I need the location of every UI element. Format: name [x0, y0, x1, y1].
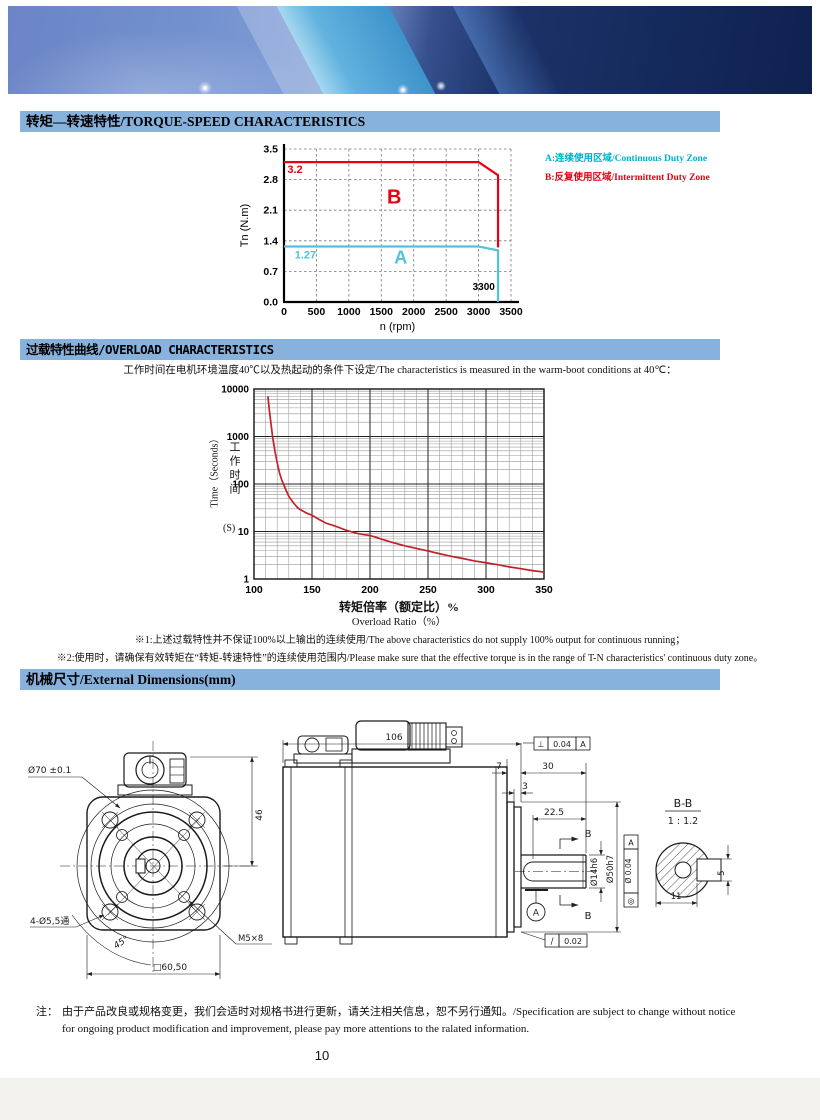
svg-text:1000: 1000	[337, 306, 361, 318]
svg-text:0.7: 0.7	[263, 266, 278, 278]
svg-text:0.0: 0.0	[263, 297, 278, 309]
dim-side-7: 7	[496, 762, 502, 772]
legend-intermittent-duty: B:反复使用区域/Intermittent Duty Zone	[545, 172, 710, 183]
gdt-perp-datum: A	[580, 740, 586, 749]
section-title-overload: 过载特性曲线/OVERLOAD CHARACTERISTICS	[20, 339, 720, 360]
svg-text:2000: 2000	[402, 306, 426, 318]
gdt-conc-symbol: ◎	[628, 897, 635, 906]
svg-text:150: 150	[303, 584, 321, 596]
dim-shaft-dia: Ø14h6	[589, 858, 600, 886]
svg-text:1500: 1500	[370, 306, 394, 318]
overload-chart-area: 1 10 100 1000 10000 100 150 200 250 300 350 Time（S…	[190, 381, 570, 631]
svg-text:10000: 10000	[221, 385, 249, 396]
gdt-runout-symbol: /	[551, 937, 554, 947]
overload-subtitle: 工作时间在电机环境温度40℃以及热起动的条件下设定/The characteri…	[123, 365, 677, 376]
dim-key-width: 5	[717, 870, 727, 875]
dim-front-tap: M5×8	[238, 934, 263, 944]
dim-front-square: □60,50	[153, 963, 188, 973]
gdt-perp-symbol: ⊥	[538, 740, 545, 749]
overload-chart: 1 10 100 1000 10000 100 150 200 250 300 350	[221, 385, 553, 597]
svg-text:1000: 1000	[227, 432, 250, 443]
svg-text:300: 300	[477, 584, 495, 596]
gdt-conc-datum: A	[628, 839, 634, 848]
overload-ylabel-unit: (S)	[223, 523, 236, 534]
dim-pilot-dia: Ø50h7	[605, 855, 616, 883]
svg-text:3500: 3500	[499, 306, 523, 318]
svg-text:2.8: 2.8	[263, 174, 278, 186]
dim-front-pilot: Ø70 ±0.1	[28, 765, 71, 776]
svg-text:2500: 2500	[434, 306, 458, 318]
svg-text:500: 500	[308, 306, 326, 318]
side-view: 106 ⊥ 0.04 A 7 30	[282, 720, 639, 948]
dim-front-height: 46	[255, 809, 265, 821]
footer-note-label: 注：	[36, 1006, 58, 1018]
legend-continuous-duty: A:连续使用区域/Continuous Duty Zone	[545, 154, 708, 164]
svg-text:250: 250	[419, 584, 437, 596]
bottom-gray-strip	[0, 1078, 820, 1120]
dim-key-depth: 11	[671, 892, 682, 902]
section-view-bb: B-B 1 : 1.2 5 11	[655, 797, 732, 907]
dim-side-key-length: 22.5	[544, 808, 564, 818]
footer-note-line1: 由于产品改良或规格变更，我们会适时对规格书进行更新，请关注相关信息，恕不另行通知…	[62, 1006, 736, 1018]
svg-text:3.2: 3.2	[287, 164, 302, 176]
section-bb-title: B-B	[674, 797, 693, 810]
overload-ylabel-zh: 工作时间	[228, 441, 240, 497]
svg-text:3.5: 3.5	[263, 144, 278, 156]
svg-text:1: 1	[243, 575, 249, 586]
dim-front-holes: 4-Ø5,5通	[30, 916, 69, 927]
footer-note: 注： 由于产品改良或规格变更，我们会适时对规格书进行更新，请关注相关信息，恕不另…	[36, 1004, 792, 1038]
dim-side-length: 106	[385, 733, 402, 743]
section-mark-b-bottom: B	[585, 911, 592, 922]
svg-text:10: 10	[238, 527, 250, 538]
svg-text:1.4: 1.4	[263, 235, 278, 247]
front-view: Ø70 ±0.1 46 4-Ø5,5通 45° M5×8	[28, 741, 272, 979]
svg-text:2.1: 2.1	[263, 205, 278, 217]
banner-glow-dots	[8, 6, 812, 94]
section-bb-scale: 1 : 1.2	[668, 816, 698, 827]
dim-side-30: 30	[542, 762, 554, 772]
dim-front-angle: 45°	[112, 934, 131, 951]
svg-text:3300: 3300	[473, 282, 496, 293]
svg-text:Tn (N.m): Tn (N.m)	[239, 204, 251, 247]
svg-text:100: 100	[232, 480, 249, 491]
torque-speed-chart: 0.0 0.7 1.4 2.1 2.8 3.5 0 500 1000 1500 2000 2500 30…	[239, 144, 523, 334]
svg-text:A: A	[394, 248, 407, 268]
overload-note-1: ※1:上述过载特性并不保证100%以上输出的连续使用/The above cha…	[134, 635, 686, 646]
svg-text:1.27: 1.27	[295, 249, 316, 261]
header-banner	[8, 6, 812, 94]
gdt-conc-tol: Ø 0.04	[624, 858, 633, 883]
torque-speed-legend: A:连续使用区域/Continuous Duty Zone B:反复使用区域/I…	[545, 154, 710, 192]
section-title-torque-speed: 转矩—转速特性/TORQUE-SPEED CHARACTERISTICS	[20, 111, 720, 132]
overload-xlabel-zh: 转矩倍率（额定比）%	[338, 600, 459, 614]
overload-ylabel-en: Time（Seconds）	[209, 433, 221, 508]
overload-xlabel-en: Overload Ratio（%）	[351, 617, 447, 628]
overload-note-2: ※2:使用时，请确保有效转矩在“转矩-转速特性”的连续使用范围内/Please …	[56, 653, 764, 664]
svg-text:100: 100	[245, 584, 263, 596]
dim-side-3: 3	[522, 782, 528, 792]
svg-text:B: B	[387, 187, 401, 209]
svg-text:0: 0	[281, 306, 287, 318]
gdt-perp-tol: 0.04	[553, 740, 571, 749]
gdt-runout-tol: 0.02	[564, 937, 582, 946]
external-dimensions-drawing: Ø70 ±0.1 46 4-Ø5,5通 45° M5×8	[28, 720, 732, 979]
datum-a-label: A	[533, 909, 540, 919]
section-title-dimensions: 机械尺寸/External Dimensions(mm)	[20, 669, 720, 690]
svg-text:3000: 3000	[467, 306, 491, 318]
footer-note-line2: for ongoing product modification and imp…	[62, 1023, 530, 1036]
svg-text:200: 200	[361, 584, 379, 596]
svg-text:350: 350	[535, 584, 553, 596]
svg-text:n (rpm): n (rpm)	[380, 321, 415, 333]
section-mark-b-top: B	[585, 829, 592, 840]
page-number: 10	[314, 1048, 330, 1063]
